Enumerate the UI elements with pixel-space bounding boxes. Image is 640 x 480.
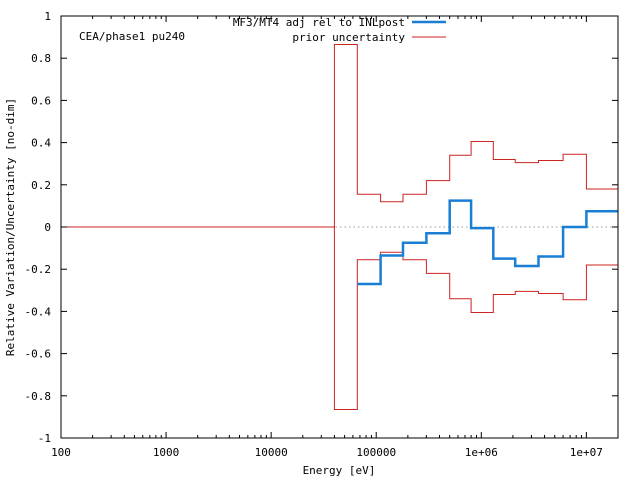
- x-tick-label: 1e+07: [570, 446, 603, 459]
- y-tick-label: 0: [44, 221, 51, 234]
- y-tick-label: 0.8: [31, 52, 51, 65]
- series-prior-uncertainty-lower: [61, 226, 618, 410]
- x-tick-label: 100000: [356, 446, 396, 459]
- y-tick-label: -0.8: [25, 390, 52, 403]
- legend-label-prior-uncertainty: prior uncertainty: [292, 31, 405, 44]
- plot-frame: [60, 15, 619, 439]
- y-tick-label: -0.4: [25, 305, 52, 318]
- y-tick-label: -0.2: [25, 263, 52, 276]
- y-tick-label: 0.4: [31, 137, 51, 150]
- x-tick-label: 1000: [153, 446, 180, 459]
- legend: MF3/MT4 adj rel to INLpost prior uncerta…: [233, 16, 446, 44]
- series-adj-rel-to-inlpost: [357, 199, 618, 286]
- legend-label-adj: MF3/MT4 adj rel to INLpost: [233, 16, 405, 29]
- y-tick-label: -1: [38, 432, 51, 445]
- x-tick-label: 1e+06: [465, 446, 498, 459]
- y-tick-label: 0.6: [31, 94, 51, 107]
- y-tick-label: 0.2: [31, 179, 51, 192]
- series-prior-uncertainty-upper: [61, 44, 618, 228]
- x-axis-label: Energy [eV]: [303, 464, 376, 477]
- y-tick-label: -0.6: [25, 348, 52, 361]
- x-tick-label: 100: [51, 446, 71, 459]
- x-tick-label: 10000: [255, 446, 288, 459]
- chart-annotation: CEA/phase1 pu240: [79, 30, 185, 43]
- y-axis-label: Relative Variation/Uncertainty [no-dim]: [4, 98, 17, 356]
- y-tick-label: 1: [44, 10, 51, 23]
